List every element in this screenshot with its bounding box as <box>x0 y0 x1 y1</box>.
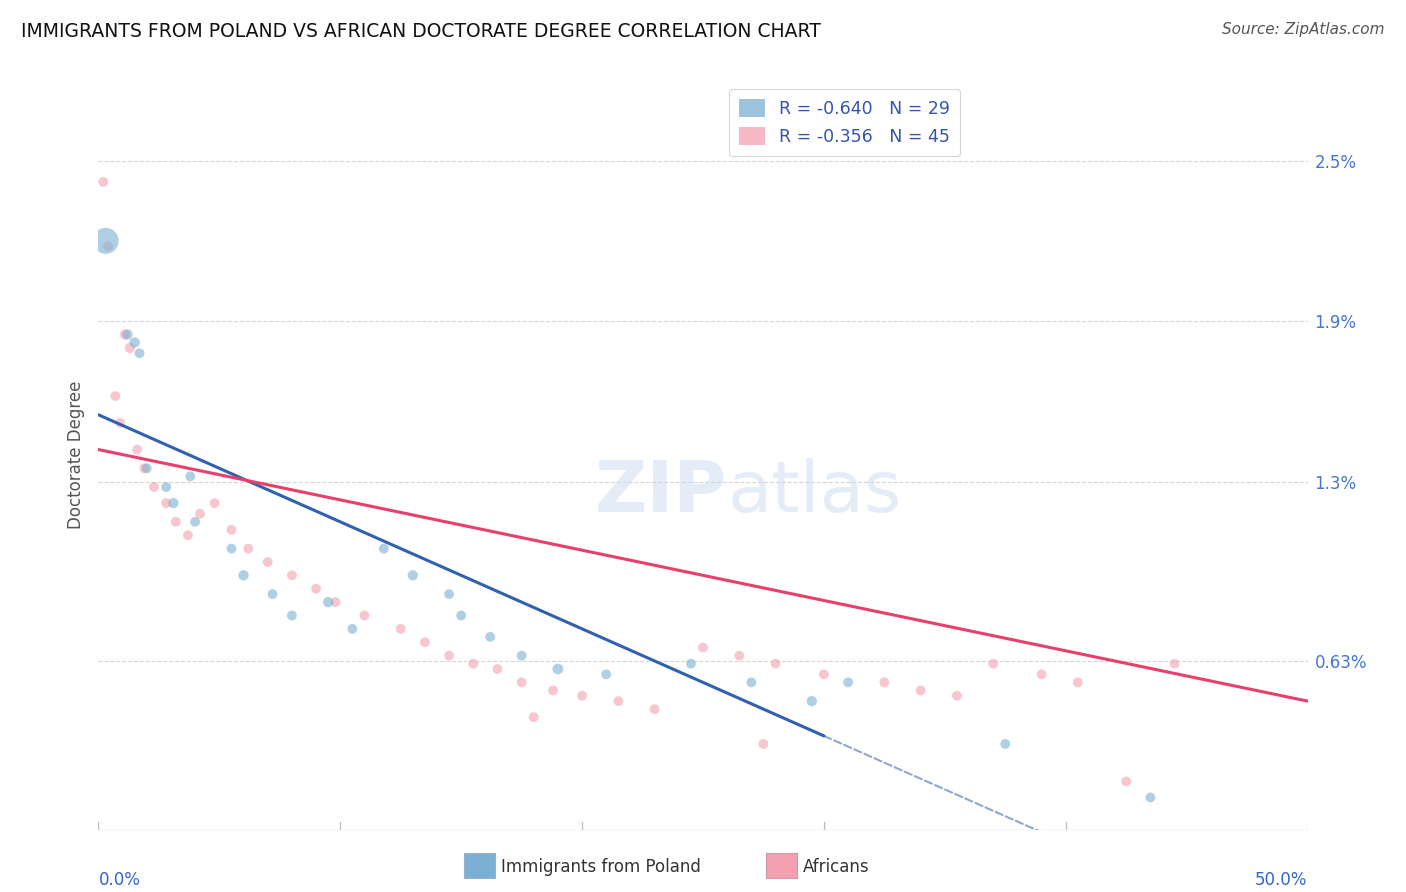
Y-axis label: Doctorate Degree: Doctorate Degree <box>66 381 84 529</box>
Text: Africans: Africans <box>803 858 869 876</box>
Point <box>607 694 630 708</box>
Point <box>752 737 775 751</box>
Point <box>1163 657 1185 671</box>
Point <box>510 648 533 663</box>
Text: Immigrants from Poland: Immigrants from Poland <box>501 858 700 876</box>
Point <box>155 480 177 494</box>
Point <box>342 622 364 636</box>
Point <box>523 710 546 724</box>
Text: ZIP: ZIP <box>595 458 727 527</box>
Point <box>177 528 200 542</box>
Point <box>571 689 593 703</box>
Point <box>114 327 136 342</box>
Text: Source: ZipAtlas.com: Source: ZipAtlas.com <box>1222 22 1385 37</box>
Point <box>740 675 762 690</box>
Point <box>1067 675 1090 690</box>
Point <box>184 515 207 529</box>
Point <box>94 234 117 248</box>
Point <box>800 694 823 708</box>
Legend: R = -0.640   N = 29, R = -0.356   N = 45: R = -0.640 N = 29, R = -0.356 N = 45 <box>728 89 960 156</box>
Point <box>108 416 131 430</box>
Point <box>994 737 1017 751</box>
Point <box>450 608 472 623</box>
Point <box>463 657 485 671</box>
Point <box>118 341 141 355</box>
Point <box>232 568 254 582</box>
Point <box>1031 667 1053 681</box>
Point <box>155 496 177 510</box>
Point <box>946 689 969 703</box>
Text: 50.0%: 50.0% <box>1256 871 1308 888</box>
Point <box>813 667 835 681</box>
Point <box>547 662 569 676</box>
Point <box>91 175 114 189</box>
Point <box>143 480 166 494</box>
Point <box>238 541 260 556</box>
Point <box>1115 774 1137 789</box>
Point <box>134 461 156 475</box>
Point <box>389 622 412 636</box>
Point <box>256 555 278 569</box>
Point <box>692 640 714 655</box>
Point <box>281 608 304 623</box>
Point <box>479 630 502 644</box>
Point <box>910 683 932 698</box>
Text: IMMIGRANTS FROM POLAND VS AFRICAN DOCTORATE DEGREE CORRELATION CHART: IMMIGRANTS FROM POLAND VS AFRICAN DOCTOR… <box>21 22 821 41</box>
Point <box>221 541 243 556</box>
Point <box>325 595 347 609</box>
Point <box>644 702 666 716</box>
Point <box>262 587 284 601</box>
Point <box>281 568 304 582</box>
Point <box>179 469 201 483</box>
Point <box>204 496 226 510</box>
Text: 0.0%: 0.0% <box>98 871 141 888</box>
Point <box>437 587 460 601</box>
Point <box>124 335 146 350</box>
Point <box>541 683 564 698</box>
Point <box>162 496 184 510</box>
Point <box>305 582 328 596</box>
Point <box>373 541 395 556</box>
Point <box>353 608 375 623</box>
Point <box>837 675 859 690</box>
Point <box>165 515 187 529</box>
Point <box>437 648 460 663</box>
Point <box>128 346 150 360</box>
Point <box>402 568 425 582</box>
Point <box>510 675 533 690</box>
Point <box>117 327 139 342</box>
Point <box>135 461 157 475</box>
Point <box>679 657 702 671</box>
Point <box>104 389 127 403</box>
Point <box>873 675 896 690</box>
Point <box>765 657 787 671</box>
Point <box>595 667 617 681</box>
Point <box>127 442 149 457</box>
Point <box>221 523 243 537</box>
Point <box>413 635 436 649</box>
Point <box>1139 790 1161 805</box>
Text: atlas: atlas <box>727 458 901 527</box>
Point <box>316 595 339 609</box>
Point <box>728 648 751 663</box>
Point <box>486 662 509 676</box>
Point <box>188 507 211 521</box>
Point <box>97 239 120 253</box>
Point <box>981 657 1004 671</box>
